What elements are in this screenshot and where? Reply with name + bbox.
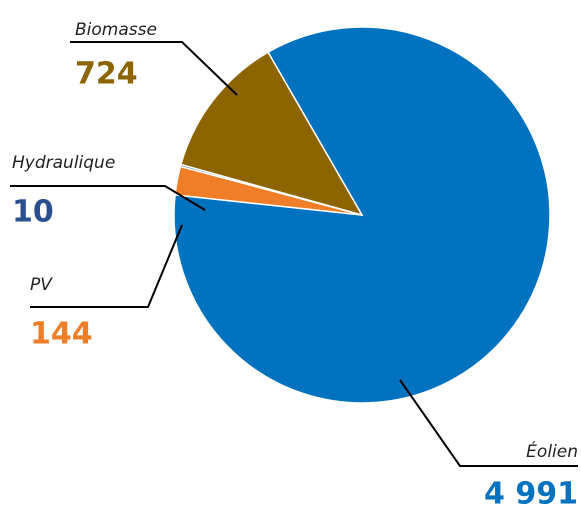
slice-name: Hydraulique	[12, 153, 115, 173]
slice-value: 10	[12, 195, 54, 230]
leader-line	[10, 185, 206, 211]
slice-value: 144	[30, 317, 93, 352]
slice-value: 4 991	[484, 477, 578, 509]
pie-slice	[179, 51, 364, 217]
leader-line	[70, 41, 238, 96]
slice-name: Biomasse	[75, 20, 157, 40]
slice-name: PV	[30, 275, 53, 295]
leader-line	[30, 224, 183, 308]
slice-value: 724	[75, 57, 138, 92]
slice-name: Éolien	[526, 440, 578, 462]
leader-line	[399, 379, 578, 467]
